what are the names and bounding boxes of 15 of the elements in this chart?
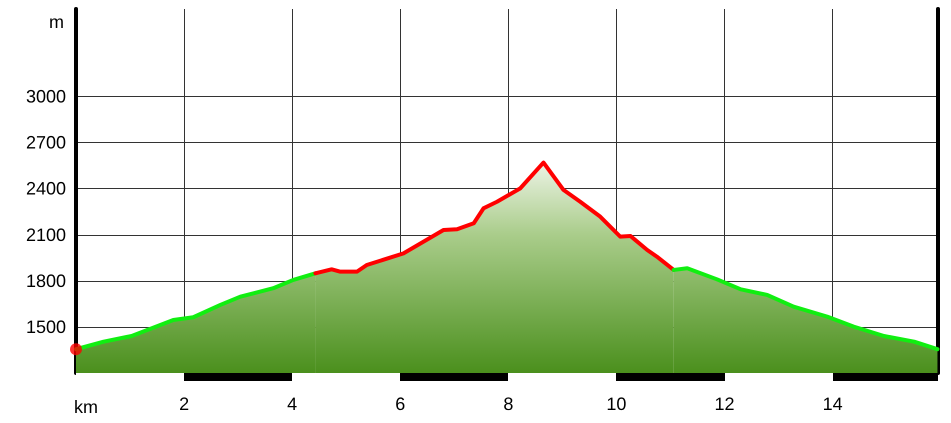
x-tick-label: 8 <box>503 394 514 414</box>
x-tick-label: 10 <box>606 394 626 414</box>
y-tick-label: 2700 <box>26 132 66 153</box>
x-axis-title: km <box>74 397 98 417</box>
y-tick-label: 1800 <box>26 270 66 291</box>
x-tick-label: 4 <box>287 394 298 414</box>
x-tick-label: 12 <box>714 394 735 414</box>
y-tick-label: 1500 <box>26 316 66 337</box>
y-tick-label: 2100 <box>26 224 66 245</box>
x-tick-label: 14 <box>822 394 843 414</box>
y-tick-label: 2400 <box>26 178 66 199</box>
x-tick-label: 6 <box>395 394 406 414</box>
y-axis-title: m <box>49 12 64 32</box>
x-tick-label: 2 <box>179 394 190 414</box>
y-tick-label: 3000 <box>26 86 66 107</box>
